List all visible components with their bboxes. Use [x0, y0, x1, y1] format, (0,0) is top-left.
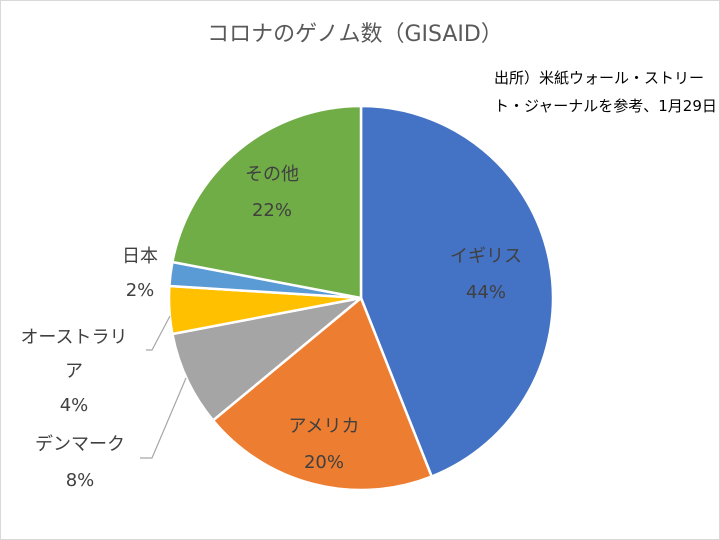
slice-label-6: その他 [245, 164, 299, 185]
slice-value-6: 22% [252, 200, 292, 221]
chart-title: コロナのゲノム数（GISAID） [207, 22, 503, 47]
pie-slice-6 [170, 104, 363, 300]
source-annotation: 出所）米紙ウォール・ストリート・ジャーナルを参考、1月29日 [494, 69, 717, 115]
slice-label-4-line-2: ア [65, 361, 83, 382]
slice-value-1: 44% [466, 282, 506, 303]
pie-slice-2 [211, 295, 434, 492]
leader-line-4 [146, 315, 171, 351]
slice-value-2: 20% [304, 452, 344, 473]
slice-value-4: 4% [60, 395, 89, 416]
slice-label-3: デンマーク [35, 434, 125, 455]
slice-label-5: 日本 [122, 246, 158, 267]
pie-slice-3 [170, 296, 362, 423]
pie-slice-1 [359, 104, 555, 479]
slice-value-3: 8% [66, 470, 95, 491]
slice-label-2: アメリカ [288, 416, 359, 437]
slice-label-4-line-1: オーストラリ [20, 327, 127, 348]
leader-lines-layer [140, 315, 187, 459]
slice-value-5: 2% [126, 280, 155, 301]
leader-line-3 [140, 377, 187, 459]
slice-label-1: イギリス [450, 246, 522, 267]
slices-layer [167, 104, 555, 492]
